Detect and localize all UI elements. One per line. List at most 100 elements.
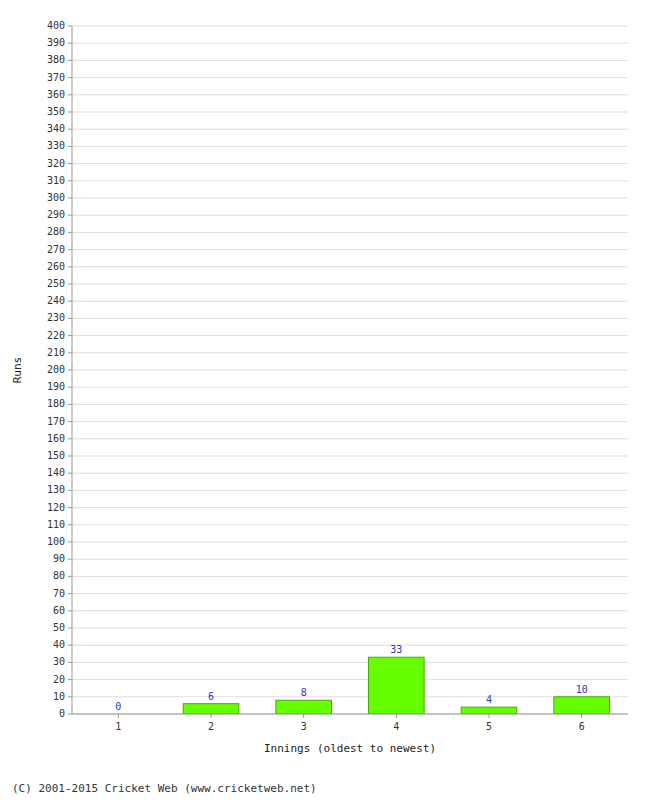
x-tick [211,714,212,718]
x-tick [581,714,582,718]
y-tick [68,232,72,233]
y-tick [68,129,72,130]
x-tick-label: 3 [301,721,307,732]
y-tick [68,628,72,629]
data-label: 4 [486,694,492,705]
grid-line [72,43,628,44]
y-tick-label: 170 [47,416,65,427]
grid-line [72,180,628,181]
y-tick-label: 330 [47,140,65,151]
y-tick-label: 130 [47,484,65,495]
y-tick [68,438,72,439]
chart: 0102030405060708090100110120130140150160… [0,0,650,800]
y-tick-label: 290 [47,209,65,220]
y-tick [68,473,72,474]
x-tick-label: 5 [486,721,492,732]
y-tick-label: 310 [47,175,65,186]
y-tick [68,490,72,491]
y-tick [68,370,72,371]
grid-line [72,387,628,388]
grid-line [72,610,628,611]
y-tick-label: 180 [47,398,65,409]
y-tick [68,26,72,27]
y-tick [68,610,72,611]
x-axis: 123456 [72,714,628,732]
x-tick-label: 4 [393,721,399,732]
y-tick-label: 110 [47,519,65,530]
y-tick [68,146,72,147]
bar [461,707,517,714]
y-tick-label: 10 [53,691,65,702]
y-tick-label: 270 [47,244,65,255]
grid-line [72,146,628,147]
y-tick [68,542,72,543]
y-tick-label: 90 [53,553,65,564]
y-tick [68,559,72,560]
y-tick-label: 380 [47,54,65,65]
y-tick [68,198,72,199]
x-axis-line [72,714,628,715]
y-tick [68,507,72,508]
y-tick [68,215,72,216]
y-tick-label: 200 [47,364,65,375]
grid-line [72,507,628,508]
y-tick-label: 250 [47,278,65,289]
y-tick [68,180,72,181]
x-tick [396,714,397,718]
grid-line [72,696,628,697]
y-axis: 0102030405060708090100110120130140150160… [47,20,72,719]
y-tick-label: 160 [47,433,65,444]
grid-line [72,714,628,715]
grid-line [72,473,628,474]
y-tick-label: 150 [47,450,65,461]
grid-line [72,215,628,216]
y-tick-label: 260 [47,261,65,272]
y-tick-label: 370 [47,72,65,83]
x-tick-label: 6 [579,721,585,732]
y-tick-label: 350 [47,106,65,117]
grid-line [72,266,628,267]
grid-line [72,421,628,422]
y-tick-label: 20 [53,674,65,685]
y-tick-label: 340 [47,123,65,134]
footer: (C) 2001-2015 Cricket Web (www.cricketwe… [12,782,317,795]
bars [183,657,609,714]
grid-line [72,370,628,371]
grid-line [72,490,628,491]
data-label: 0 [115,701,121,712]
y-tick-label: 320 [47,158,65,169]
y-tick [68,645,72,646]
y-axis-line [72,26,73,714]
x-tick-label: 2 [208,721,214,732]
y-tick [68,77,72,78]
y-tick [68,352,72,353]
y-tick [68,266,72,267]
data-label: 33 [390,644,402,655]
y-tick-label: 140 [47,467,65,478]
y-tick [68,43,72,44]
y-tick [68,284,72,285]
grid-line [72,77,628,78]
y-tick [68,593,72,594]
y-tick [68,335,72,336]
y-tick-label: 280 [47,226,65,237]
y-tick-label: 100 [47,536,65,547]
y-tick [68,456,72,457]
y-tick [68,112,72,113]
bar [183,704,239,714]
grid-line [72,524,628,525]
y-tick [68,301,72,302]
grid-line [72,404,628,405]
data-label: 6 [208,691,214,702]
data-label: 10 [576,684,588,695]
grid-line [72,559,628,560]
y-tick [68,421,72,422]
grid-line [72,593,628,594]
y-tick-label: 60 [53,605,65,616]
y-tick-label: 80 [53,570,65,581]
y-tick-label: 70 [53,588,65,599]
data-labels: 06833410 [115,644,587,712]
y-tick-label: 400 [47,20,65,31]
grid-line [72,249,628,250]
y-tick-label: 390 [47,37,65,48]
